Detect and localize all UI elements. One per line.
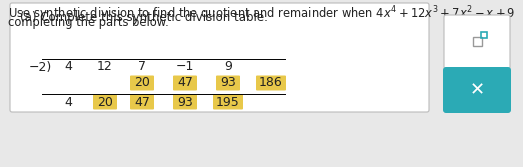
Text: 20: 20	[134, 76, 150, 90]
Text: −1: −1	[176, 60, 194, 73]
FancyBboxPatch shape	[256, 75, 286, 91]
Text: 4: 4	[64, 96, 72, 109]
Text: completing the parts below.: completing the parts below.	[8, 16, 169, 29]
FancyBboxPatch shape	[130, 95, 154, 110]
FancyBboxPatch shape	[216, 75, 240, 91]
FancyBboxPatch shape	[130, 75, 154, 91]
Text: 9: 9	[224, 60, 232, 73]
Text: 12: 12	[97, 60, 113, 73]
Text: 4: 4	[64, 60, 72, 73]
FancyBboxPatch shape	[173, 75, 197, 91]
FancyBboxPatch shape	[213, 95, 243, 110]
Text: 7: 7	[138, 60, 146, 73]
FancyBboxPatch shape	[444, 15, 510, 69]
FancyBboxPatch shape	[10, 3, 429, 112]
Text: 195: 195	[216, 96, 240, 109]
Text: 93: 93	[177, 96, 193, 109]
Text: −2): −2)	[29, 60, 52, 73]
Text: 47: 47	[134, 96, 150, 109]
FancyBboxPatch shape	[93, 95, 117, 110]
Text: 20: 20	[97, 96, 113, 109]
FancyBboxPatch shape	[443, 67, 511, 113]
Text: 93: 93	[220, 76, 236, 90]
Text: 186: 186	[259, 76, 283, 90]
FancyBboxPatch shape	[173, 95, 197, 110]
Text: ✕: ✕	[470, 81, 485, 99]
Text: (a) Complete this synthetic division table.: (a) Complete this synthetic division tab…	[20, 11, 268, 24]
Text: Use synthetic division to find the quotient and remainder when $4x^4 + 12x^3 + 7: Use synthetic division to find the quoti…	[8, 4, 515, 24]
Text: 47: 47	[177, 76, 193, 90]
